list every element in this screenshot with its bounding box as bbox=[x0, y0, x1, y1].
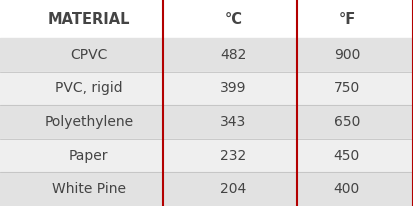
Bar bbox=[0, 72, 413, 105]
Text: CPVC: CPVC bbox=[70, 48, 107, 62]
Text: 400: 400 bbox=[334, 182, 360, 196]
Text: 750: 750 bbox=[334, 82, 360, 95]
Text: 482: 482 bbox=[220, 48, 247, 62]
Bar bbox=[0, 105, 413, 139]
Text: Polyethylene: Polyethylene bbox=[44, 115, 133, 129]
Text: PVC, rigid: PVC, rigid bbox=[55, 82, 123, 95]
Text: 399: 399 bbox=[220, 82, 247, 95]
Bar bbox=[0, 139, 413, 172]
Text: 650: 650 bbox=[334, 115, 360, 129]
Text: 204: 204 bbox=[220, 182, 247, 196]
Text: °C: °C bbox=[224, 12, 242, 27]
Bar bbox=[0, 0, 413, 38]
Text: MATERIAL: MATERIAL bbox=[47, 12, 130, 27]
Text: Paper: Paper bbox=[69, 149, 109, 163]
Text: 343: 343 bbox=[220, 115, 247, 129]
Bar bbox=[0, 172, 413, 206]
Text: °F: °F bbox=[338, 12, 356, 27]
Text: White Pine: White Pine bbox=[52, 182, 126, 196]
Text: 450: 450 bbox=[334, 149, 360, 163]
Text: 900: 900 bbox=[334, 48, 360, 62]
Text: 232: 232 bbox=[220, 149, 247, 163]
Bar bbox=[0, 38, 413, 72]
